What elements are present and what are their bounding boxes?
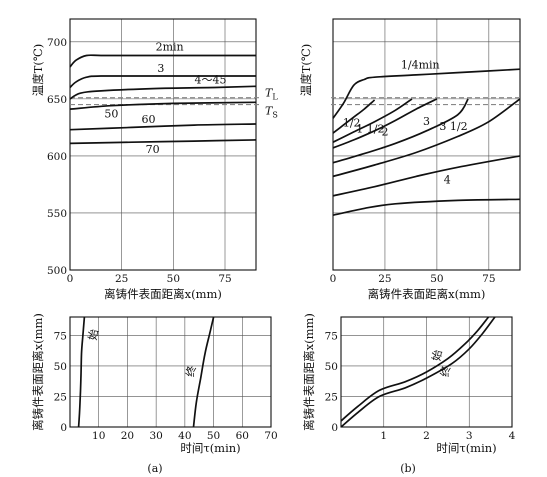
series-label-6: 4 <box>444 174 451 187</box>
reference-label-l: TL <box>265 87 278 102</box>
series-line-1 <box>332 99 376 134</box>
y-axis-label: 温度T(℃) <box>299 44 313 97</box>
y-tick-label: 75 <box>325 330 338 342</box>
y-tick-label: 600 <box>47 151 67 163</box>
y-tick-label: 0 <box>331 422 338 434</box>
series-line-7 <box>332 198 521 217</box>
x-tick-label: 50 <box>430 273 443 285</box>
series-label-0: 始 <box>85 328 101 341</box>
plot-frame <box>69 18 257 271</box>
x-tick-label: 75 <box>482 273 495 285</box>
x-tick-label: 40 <box>178 430 191 442</box>
series-label-1: 3 <box>157 62 164 75</box>
x-axis-label: 离铸件表面距离x(mm) <box>104 287 222 301</box>
series-label-4: 3 <box>423 115 430 128</box>
series-label-0: 1/4min <box>401 59 440 72</box>
panel-a-temperature-chart: TL TS 0 25 50 75 500 550 600 650 700 离铸件表面距离x(mm) 温度… <box>31 18 278 301</box>
y-tick-label: 25 <box>325 391 338 403</box>
reference-label-s: TS <box>265 105 278 120</box>
y-tick-label: 700 <box>47 37 67 49</box>
y-tick-label: 0 <box>60 422 67 434</box>
series-label-3: 2 <box>381 126 388 139</box>
x-tick-label: 3 <box>466 430 473 442</box>
caption-b: (b) <box>400 462 416 475</box>
x-tick-label: 60 <box>236 430 249 442</box>
y-axis-label: 离铸件表面距离x(mm) <box>302 313 316 431</box>
y-tick-label: 75 <box>54 330 67 342</box>
series-line-5 <box>332 98 521 178</box>
series-line-2 <box>332 98 413 143</box>
series-label-5: 70 <box>146 143 160 156</box>
series-label-1: 1/2 <box>343 117 361 130</box>
series-label-3: 50 <box>104 108 118 121</box>
series-line-0 <box>77 316 86 428</box>
series-line-2 <box>69 85 257 100</box>
series-line-6 <box>332 155 521 197</box>
series-line-0 <box>340 316 490 422</box>
y-tick-label: 50 <box>325 361 338 373</box>
series-label-1: 终 <box>183 365 199 378</box>
x-axis-label: 时间τ(min) <box>180 441 240 455</box>
series-label-2: 1 1/2 <box>356 123 384 136</box>
x-tick-label: 25 <box>378 273 391 285</box>
x-axis-label: 离铸件表面距离x(mm) <box>368 287 486 301</box>
x-tick-label: 30 <box>149 430 162 442</box>
panel-b-temperature-chart: 0 25 50 75 离铸件表面距离x(mm) 温度T(℃) 1/4min 1/21 1/22… <box>299 18 521 301</box>
panel-b-solidification-chart: 1 2 3 4 0 25 50 75 时间τ(min) 离铸件表面距离x(mm) 始终 <box>302 313 516 455</box>
plot-frame <box>340 316 513 428</box>
x-tick-label: 50 <box>167 273 180 285</box>
series-label-0: 始 <box>429 349 445 362</box>
x-tick-label: 75 <box>218 273 231 285</box>
plot-frame <box>69 316 272 428</box>
y-tick-label: 25 <box>54 391 67 403</box>
y-tick-label: 50 <box>54 361 67 373</box>
series-label-2: 4～45 <box>195 74 227 87</box>
series-line-0 <box>69 54 256 68</box>
x-tick-label: 70 <box>264 430 277 442</box>
x-tick-label: 50 <box>207 430 220 442</box>
x-axis-label: 时间τ(min) <box>436 441 496 455</box>
x-tick-label: 20 <box>121 430 134 442</box>
series-label-4: 60 <box>142 113 156 126</box>
series-line-5 <box>69 139 257 145</box>
series-line-4 <box>69 123 257 131</box>
y-tick-label: 550 <box>47 208 67 220</box>
series-label-0: 2min <box>156 41 184 54</box>
x-tick-label: 25 <box>115 273 128 285</box>
y-tick-label: 650 <box>47 94 67 106</box>
caption-a: (a) <box>147 462 162 475</box>
series-line-1 <box>69 75 256 89</box>
series-line-0 <box>332 68 521 119</box>
x-tick-label: 0 <box>330 273 337 285</box>
x-tick-label: 4 <box>509 430 516 442</box>
x-tick-label: 2 <box>423 430 430 442</box>
panel-a-solidification-chart: 10 20 30 40 50 60 70 0 25 50 75 时间τ(min) 离铸件表面距离x(mm… <box>31 313 278 455</box>
series-line-1 <box>192 316 215 428</box>
x-tick-label: 0 <box>67 273 74 285</box>
y-tick-label: 500 <box>47 265 67 277</box>
y-axis-label: 离铸件表面距离x(mm) <box>31 313 45 431</box>
series-line-4 <box>332 98 469 164</box>
plot-frame <box>332 18 521 271</box>
series-line-3 <box>332 98 438 149</box>
series-label-1: 终 <box>437 365 453 378</box>
series-label-5: 3 1/2 <box>439 120 467 133</box>
series-line-3 <box>69 101 257 110</box>
y-axis-label: 温度T(℃) <box>31 44 45 97</box>
x-tick-label: 1 <box>380 430 387 442</box>
x-tick-label: 10 <box>92 430 105 442</box>
series-line-1 <box>340 316 496 428</box>
